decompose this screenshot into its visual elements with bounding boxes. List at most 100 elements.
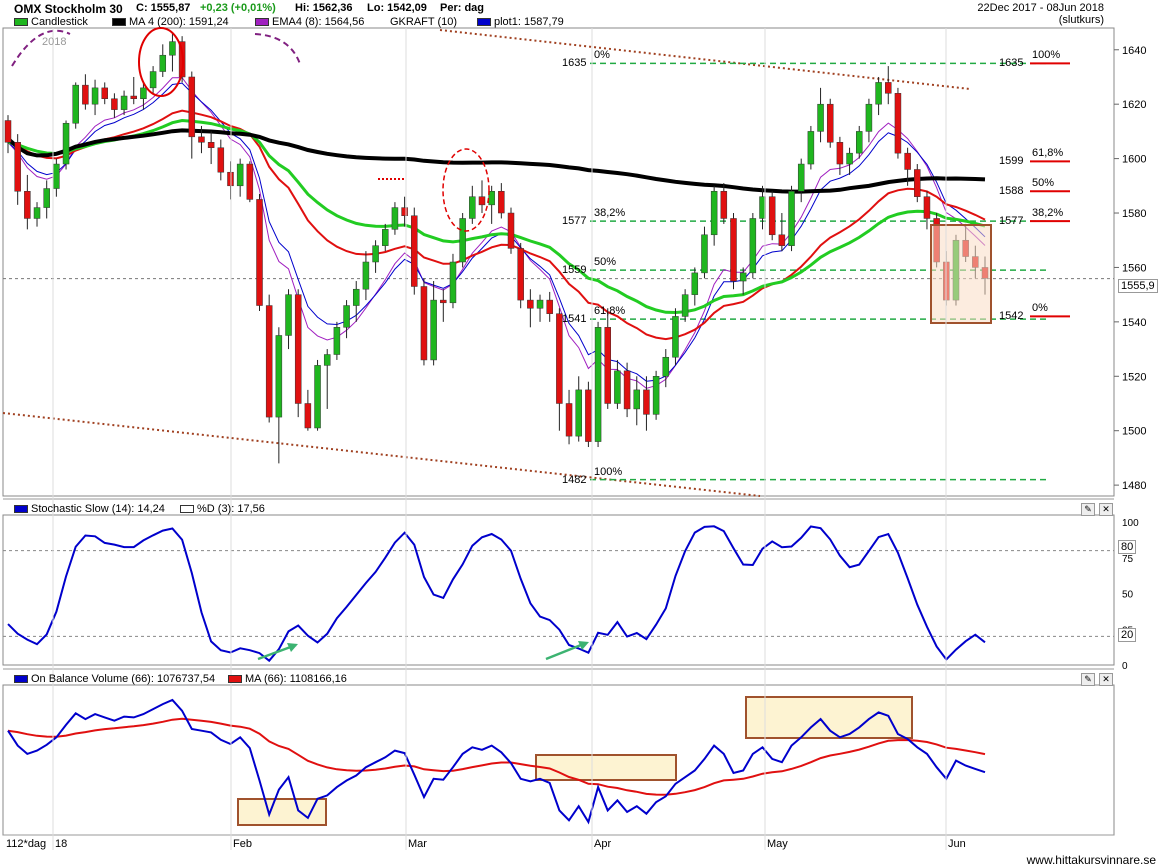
legend-plot1[interactable]: plot1: 1587,79 xyxy=(477,16,564,28)
stoch-tick-label: 50 xyxy=(1122,590,1134,601)
candle xyxy=(188,71,196,159)
obv-ma-swatch-icon xyxy=(228,675,242,684)
fib-right-pct: 0% xyxy=(1032,302,1048,315)
candle xyxy=(585,381,592,448)
candle xyxy=(507,207,515,254)
price-tick-label: 1520 xyxy=(1122,371,1146,383)
fib-left-price: 1482 xyxy=(562,473,587,486)
stoch-close-icon[interactable]: ✕ xyxy=(1099,503,1113,516)
legend-gkraft[interactable]: GKRAFT (10) xyxy=(390,16,458,28)
price-axis: 1480 1500 1520 1540 1560 1580 1600 1620 1640 xyxy=(1114,45,1146,492)
x-tick-label: Feb xyxy=(233,838,252,850)
left-arc xyxy=(11,29,71,67)
candle xyxy=(53,158,60,197)
candle xyxy=(91,79,99,116)
date-range: 22Dec 2017 - 08Jun 2018 xyxy=(977,2,1104,14)
candle xyxy=(265,294,273,423)
candle xyxy=(575,376,582,442)
fib-right-price: 1577 xyxy=(999,215,1024,228)
fib-left-price: 1635 xyxy=(562,57,587,70)
fib-left-pct: 100% xyxy=(594,465,623,478)
legend-ema8[interactable]: EMA4 (8): 1564,56 xyxy=(255,16,364,28)
price-tick-label: 1480 xyxy=(1122,480,1146,492)
fib-left-price: 1577 xyxy=(562,215,587,228)
candle xyxy=(333,321,341,360)
chart-title: OMX Stockholm 30 xyxy=(14,2,123,16)
fib-left-pct: 50% xyxy=(594,256,617,269)
candle xyxy=(227,161,234,200)
obv-line xyxy=(7,698,986,825)
candle xyxy=(198,125,205,154)
obv-box-may xyxy=(745,696,913,739)
candle xyxy=(855,125,863,159)
candle xyxy=(4,115,12,154)
candle xyxy=(604,308,611,409)
price-box xyxy=(930,224,992,324)
red-ma-line xyxy=(7,109,986,341)
candle xyxy=(275,327,283,464)
fib-left-pct: 61,8% xyxy=(594,305,626,318)
candle xyxy=(140,82,147,110)
low-value: Lo: 1542,09 xyxy=(367,2,427,14)
price-panel-frame xyxy=(2,27,1115,497)
d-swatch-icon xyxy=(180,505,194,514)
legend-obv[interactable]: On Balance Volume (66): 1076737,54 xyxy=(14,673,215,685)
candle xyxy=(72,82,79,129)
stoch-line xyxy=(7,525,986,663)
legend-candlestick[interactable]: Candlestick xyxy=(14,16,88,28)
stoch-settings-icon[interactable]: ✎ xyxy=(1081,503,1095,516)
fib-right-price: 1635 xyxy=(999,57,1024,70)
ma200-swatch-icon xyxy=(112,18,126,27)
x-tick-label: Apr xyxy=(594,838,612,850)
candle xyxy=(836,136,844,175)
legend-stoch-d[interactable]: %D (3): 17,56 xyxy=(180,503,265,515)
obv-close-icon[interactable]: ✕ xyxy=(1099,673,1113,686)
price-tick-label: 1500 xyxy=(1122,426,1146,438)
obv-box-feb xyxy=(237,798,327,826)
closing-note: (slutkurs) xyxy=(1058,14,1104,26)
candle xyxy=(720,183,728,224)
price-tick-label: 1640 xyxy=(1122,45,1146,57)
close-value: C: 1555,87 xyxy=(136,2,191,14)
candle xyxy=(352,281,360,322)
candle xyxy=(159,44,167,77)
fib-right-pct: 38,2% xyxy=(1032,207,1064,220)
candle xyxy=(498,183,505,219)
candle xyxy=(304,389,312,431)
candle xyxy=(846,147,853,175)
candle xyxy=(826,98,834,148)
candle xyxy=(478,180,486,214)
candle xyxy=(149,66,157,94)
candle xyxy=(43,180,50,219)
candle xyxy=(130,76,138,105)
candle xyxy=(710,185,718,246)
high-value: Hi: 1562,36 xyxy=(295,2,353,14)
ema-swatch-icon xyxy=(255,18,269,27)
candle xyxy=(556,308,563,431)
trendlines xyxy=(2,29,971,497)
candle xyxy=(111,93,118,118)
legend-stoch[interactable]: Stochastic Slow (14): 14,24 xyxy=(14,503,165,515)
stoch-tick-label: 100 xyxy=(1122,518,1139,529)
candle xyxy=(420,278,428,366)
legend-ma200[interactable]: MA 4 (200): 1591,24 xyxy=(112,16,229,28)
candle xyxy=(730,213,737,290)
legend-obv-ma[interactable]: MA (66): 1108166,16 xyxy=(228,673,347,685)
obv-settings-icon[interactable]: ✎ xyxy=(1081,673,1095,686)
candle xyxy=(904,147,911,186)
ema8-line xyxy=(7,77,986,389)
candle xyxy=(691,267,699,306)
plot1-swatch-icon xyxy=(477,18,491,27)
x-axis xyxy=(52,28,947,850)
period-value: Per: dag xyxy=(440,2,485,14)
x-tick-label: May xyxy=(767,838,788,850)
candle xyxy=(440,289,447,322)
candle xyxy=(865,98,873,143)
fib-left-pct: 0% xyxy=(594,49,610,62)
candle xyxy=(914,164,921,203)
moving-averages xyxy=(6,77,986,389)
fib-right-price: 1542 xyxy=(999,310,1024,323)
candle xyxy=(662,349,670,388)
fib-right-price: 1599 xyxy=(999,155,1024,168)
